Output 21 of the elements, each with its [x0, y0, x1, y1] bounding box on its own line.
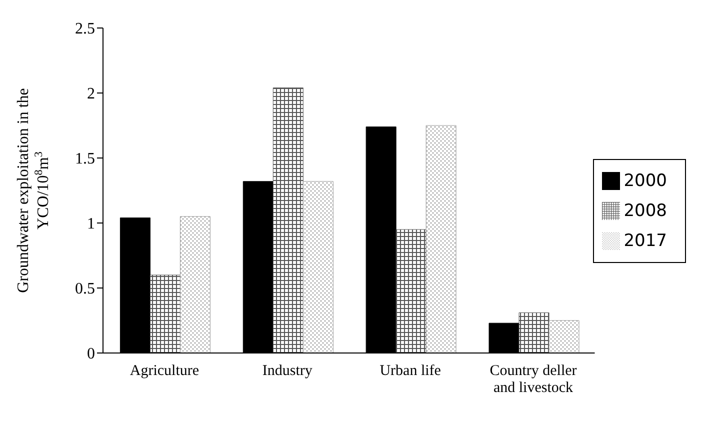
legend-label: 2000	[624, 170, 667, 190]
y-tick-label: 0.5	[75, 280, 95, 298]
bar	[518, 312, 550, 353]
bar	[302, 181, 334, 353]
legend-label: 2017	[624, 230, 667, 250]
bar	[272, 88, 304, 353]
y-tick-label: 1	[87, 216, 95, 233]
bar	[426, 125, 456, 353]
x-tick-label: Industry	[262, 363, 313, 379]
legend-label: 2008	[624, 200, 667, 220]
x-tick-label: Urban life	[380, 363, 442, 379]
y-tick-label: 2	[87, 86, 95, 103]
bar	[548, 320, 580, 353]
y-tick-label: 0	[87, 346, 95, 363]
bar	[180, 216, 210, 353]
y-tick-label: 2.5	[75, 20, 95, 38]
y-tick-label: 1.5	[75, 150, 95, 168]
bar	[396, 229, 426, 353]
x-tick-label: Country deller and livestock	[490, 363, 577, 396]
x-tick-label: Agriculture	[130, 363, 200, 379]
bar	[150, 274, 180, 353]
